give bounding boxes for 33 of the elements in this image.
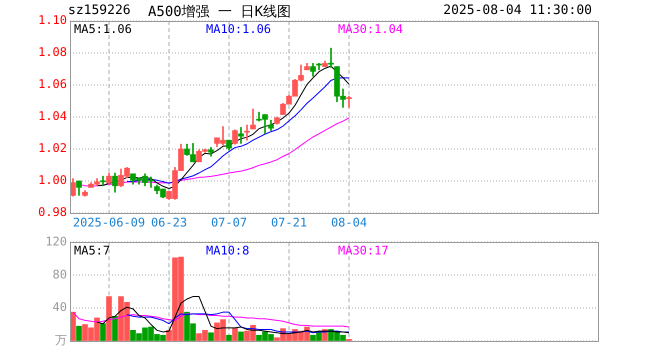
y-tick-label: 1.00: [38, 173, 67, 188]
text: MA30:1.04: [338, 22, 404, 36]
bar: [232, 327, 238, 341]
text: MA30:17: [338, 243, 389, 258]
y-tick-label: 0.98: [38, 205, 67, 220]
x-tick-label: 2025-06-09: [72, 215, 146, 230]
text: 2025-08-04 11:30:00: [443, 3, 592, 18]
text: MA10:8: [206, 243, 250, 258]
x-tick-label: 06-23: [150, 215, 188, 230]
y-tick-label: 1.04: [38, 109, 67, 124]
y-tick-label: 80: [52, 267, 67, 282]
y-tick-label: 1.08: [38, 45, 67, 60]
bar: [226, 334, 232, 341]
bar: [112, 316, 118, 341]
x-tick-label: 08-04: [330, 215, 368, 230]
bar: [106, 296, 112, 341]
text: sz159226: [68, 3, 131, 18]
bar: [208, 332, 214, 341]
y-tick-label: 万: [55, 333, 67, 348]
x-tick-label: 07-07: [210, 215, 248, 230]
bar: [100, 323, 106, 341]
y-tick-label: 120: [45, 234, 67, 248]
y-tick-label: 1.06: [38, 77, 67, 92]
chart-title: A500增强 一 日K线图: [148, 3, 292, 21]
text: MA5:1.06: [74, 22, 132, 36]
y-tick-label: 40: [52, 300, 67, 314]
bar: [238, 332, 244, 341]
y-tick-label: 1.10: [38, 13, 67, 28]
bar: [76, 326, 82, 341]
x-tick-label: 07-21: [270, 215, 308, 230]
y-tick-label: 1.02: [38, 141, 67, 156]
text: MA5:7: [74, 243, 110, 258]
text: MA10:1.06: [206, 22, 272, 36]
